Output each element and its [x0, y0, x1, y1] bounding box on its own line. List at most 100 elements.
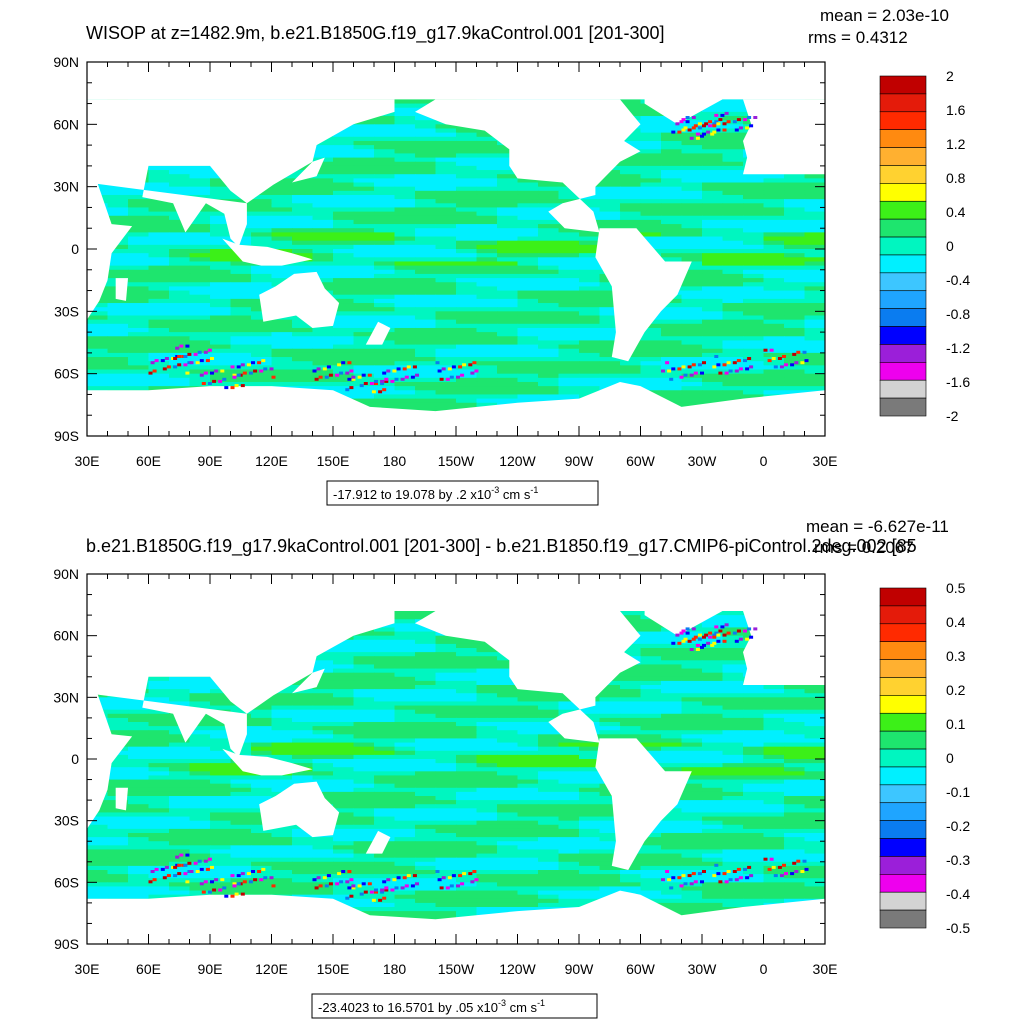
field-cell — [128, 386, 150, 391]
field-cell — [292, 228, 314, 233]
field-cell — [538, 365, 560, 371]
field-cell — [335, 373, 340, 377]
field-cell — [394, 319, 416, 325]
field-cell — [784, 357, 806, 362]
field-cell — [230, 323, 252, 329]
field-cell — [456, 709, 478, 715]
field-cell — [681, 199, 703, 204]
field-cell — [271, 244, 293, 250]
field-cell — [353, 253, 375, 258]
field-cell — [107, 361, 129, 366]
field-cell — [415, 722, 437, 727]
field-cell — [394, 303, 416, 308]
field-cell — [497, 240, 519, 246]
field-cell — [579, 348, 601, 354]
field-cell — [702, 199, 724, 204]
field-cell — [128, 311, 150, 317]
field-cell — [349, 386, 354, 390]
field-cell — [374, 161, 396, 167]
field-cell — [743, 365, 765, 371]
field-cell — [517, 290, 539, 296]
field-cell — [87, 369, 109, 375]
field-cell — [246, 363, 251, 367]
field-cell — [312, 709, 334, 715]
field-cell — [236, 365, 241, 369]
field-cell — [148, 361, 170, 366]
field-cell — [394, 664, 416, 670]
field-cell — [251, 701, 273, 707]
field-cell — [148, 336, 170, 342]
field-cell — [394, 336, 416, 342]
field-cell — [661, 373, 683, 379]
field-cell — [435, 286, 457, 292]
field-cell — [782, 355, 786, 358]
field-cell — [353, 365, 375, 371]
field-cell — [312, 386, 334, 391]
field-cell — [722, 635, 744, 641]
field-cell — [558, 240, 580, 246]
field-cell — [722, 128, 727, 132]
colorbar-label: 0 — [946, 238, 954, 254]
field-cell — [312, 660, 334, 666]
field-cell — [702, 344, 724, 350]
field-cell — [763, 315, 785, 321]
field-cell — [476, 652, 498, 657]
field-cell — [107, 186, 129, 192]
field-cell — [743, 261, 765, 267]
field-cell — [579, 332, 601, 337]
field-cell — [374, 381, 396, 387]
field-cell — [128, 709, 150, 715]
field-cell — [579, 336, 601, 342]
field-cell — [189, 323, 211, 329]
field-cell — [312, 717, 334, 723]
field-cell — [517, 327, 539, 333]
field-cell — [722, 103, 744, 109]
field-cell — [189, 327, 211, 333]
field-cell — [497, 340, 519, 346]
field-cell — [394, 369, 416, 375]
field-cell — [476, 232, 498, 238]
field-cell — [435, 311, 457, 317]
field-cell — [640, 194, 662, 200]
field-cell — [374, 635, 396, 641]
field-cell — [695, 132, 700, 136]
field-cell — [333, 269, 355, 275]
field-cell — [661, 232, 683, 238]
field-cell — [558, 228, 580, 233]
field-cell — [189, 689, 211, 694]
field-cell — [333, 381, 355, 387]
field-cell — [210, 315, 232, 321]
field-cell — [620, 136, 642, 142]
field-cell — [333, 664, 355, 670]
field-cell — [394, 697, 416, 703]
field-cell — [620, 676, 642, 682]
field-cell — [230, 257, 252, 263]
field-cell — [517, 394, 539, 400]
field-cell — [702, 103, 724, 109]
field-cell — [312, 357, 334, 362]
field-cell — [804, 323, 825, 329]
field-cell — [476, 352, 498, 358]
field-cell — [107, 709, 129, 715]
field-cell — [640, 643, 662, 649]
field-cell — [640, 232, 662, 238]
field-cell — [722, 203, 744, 209]
field-cell — [804, 273, 825, 279]
field-cell — [579, 344, 601, 350]
field-cell — [517, 257, 539, 263]
field-cell — [251, 705, 273, 711]
field-cell — [210, 336, 232, 342]
field-cell — [251, 203, 273, 209]
field-cell — [374, 676, 396, 682]
field-cell — [292, 211, 314, 217]
field-cell — [456, 664, 478, 670]
field-cell — [292, 689, 314, 694]
field-cell — [599, 357, 621, 362]
field-cell — [415, 298, 437, 304]
field-cell — [435, 240, 457, 246]
field-cell — [558, 315, 580, 321]
field-cell — [763, 722, 785, 727]
field-cell — [784, 327, 806, 333]
field-cell — [497, 672, 519, 678]
field-cell — [722, 161, 744, 167]
